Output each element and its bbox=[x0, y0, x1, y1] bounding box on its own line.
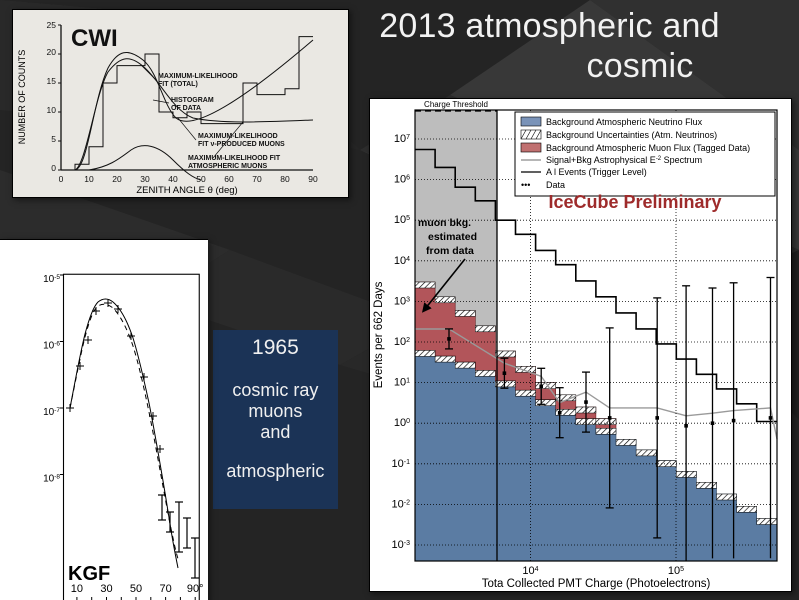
svg-text:70: 70 bbox=[159, 583, 171, 595]
svg-text:60: 60 bbox=[224, 174, 234, 184]
svg-text:KGF: KGF bbox=[68, 563, 110, 585]
svg-text:estimated: estimated bbox=[428, 231, 477, 243]
svg-text:10: 10 bbox=[84, 174, 94, 184]
svg-text:15: 15 bbox=[47, 76, 57, 86]
svg-text:Tota Collected PMT Charge (Ph: Tota Collected PMT Charge (Photoelectron… bbox=[482, 578, 711, 590]
svg-text:20: 20 bbox=[47, 47, 57, 57]
svg-text:IceCube Preliminary: IceCube Preliminary bbox=[548, 192, 721, 212]
svg-text:90: 90 bbox=[308, 174, 318, 184]
svg-text:Background Atmospheric Muon Fl: Background Atmospheric Muon Flux (Tagged… bbox=[546, 143, 750, 153]
svg-text:106: 106 bbox=[394, 174, 410, 186]
svg-text:30: 30 bbox=[100, 583, 112, 595]
svg-text:ZENITH ANGLE θ (deg): ZENITH ANGLE θ (deg) bbox=[136, 185, 237, 196]
svg-text:10-7: 10-7 bbox=[43, 407, 60, 419]
svg-text:107: 107 bbox=[394, 133, 410, 145]
svg-text:80: 80 bbox=[280, 174, 290, 184]
svg-text:10-5: 10-5 bbox=[43, 274, 60, 286]
svg-text:Charge Threshold: Charge Threshold bbox=[424, 100, 488, 109]
svg-text:ATMOSPHERIC MUONS: ATMOSPHERIC MUONS bbox=[188, 163, 268, 170]
svg-text:10-2: 10-2 bbox=[392, 498, 411, 510]
svg-text:MAXIMUM-LIKELIHOOD: MAXIMUM-LIKELIHOOD bbox=[158, 73, 238, 80]
svg-text:CWI: CWI bbox=[71, 25, 118, 52]
svg-text:10-3: 10-3 bbox=[392, 539, 411, 551]
svg-text:0: 0 bbox=[59, 174, 64, 184]
svg-text:MAXIMUM-LIKELIHOOD: MAXIMUM-LIKELIHOOD bbox=[198, 133, 278, 140]
svg-text:Signal+Bkg Astrophysical E-2: Signal+Bkg Astrophysical E-2 Spectrum bbox=[546, 155, 702, 165]
svg-text:90°: 90° bbox=[187, 583, 204, 595]
svg-text:103: 103 bbox=[394, 295, 410, 307]
svg-text:101: 101 bbox=[394, 377, 410, 389]
svg-text:30: 30 bbox=[140, 174, 150, 184]
svg-text:OF DATA: OF DATA bbox=[171, 105, 201, 112]
svg-text:FIT (TOTAL): FIT (TOTAL) bbox=[158, 81, 198, 88]
svg-text:•••: ••• bbox=[521, 180, 530, 190]
svg-text:70: 70 bbox=[252, 174, 262, 184]
svg-text:Events per 662 Days: Events per 662 Days bbox=[373, 281, 385, 388]
svg-text:Background Uncertainties (Atm.: Background Uncertainties (Atm. Neutrinos… bbox=[546, 130, 717, 140]
svg-text:20: 20 bbox=[112, 174, 122, 184]
svg-text:10-1: 10-1 bbox=[392, 458, 411, 470]
svg-text:10-8: 10-8 bbox=[43, 473, 60, 485]
svg-text:HISTOGRAM: HISTOGRAM bbox=[171, 97, 214, 104]
svg-text:104: 104 bbox=[522, 565, 538, 577]
svg-text:A l Events (Trigger Level): A l Events (Trigger Level) bbox=[546, 167, 647, 177]
svg-text:10: 10 bbox=[71, 583, 83, 595]
svg-text:from data: from data bbox=[426, 245, 474, 257]
svg-text:25: 25 bbox=[47, 20, 57, 30]
svg-text:Background Atmospheric Neutrin: Background Atmospheric Neutrino Flux bbox=[546, 117, 703, 127]
svg-text:100: 100 bbox=[394, 417, 410, 429]
svg-text:FIT ν-PRODUCED MUONS: FIT ν-PRODUCED MUONS bbox=[198, 141, 285, 148]
svg-text:105: 105 bbox=[394, 214, 410, 226]
svg-text:40: 40 bbox=[168, 174, 178, 184]
svg-text:105: 105 bbox=[668, 565, 684, 577]
svg-text:Data: Data bbox=[546, 180, 565, 190]
svg-text:10-6: 10-6 bbox=[43, 340, 60, 352]
svg-text:50: 50 bbox=[130, 583, 142, 595]
svg-text:0: 0 bbox=[51, 163, 56, 173]
svg-text:10: 10 bbox=[47, 105, 57, 115]
svg-text:NUMBER OF COUNTS: NUMBER OF COUNTS bbox=[17, 50, 27, 145]
svg-text:104: 104 bbox=[394, 255, 410, 267]
svg-text:MAXIMUM-LIKELIHOOD FIT: MAXIMUM-LIKELIHOOD FIT bbox=[188, 155, 281, 162]
svg-text:5: 5 bbox=[51, 134, 56, 144]
svg-text:102: 102 bbox=[394, 336, 410, 348]
svg-text:muon bkg.: muon bkg. bbox=[418, 217, 471, 229]
